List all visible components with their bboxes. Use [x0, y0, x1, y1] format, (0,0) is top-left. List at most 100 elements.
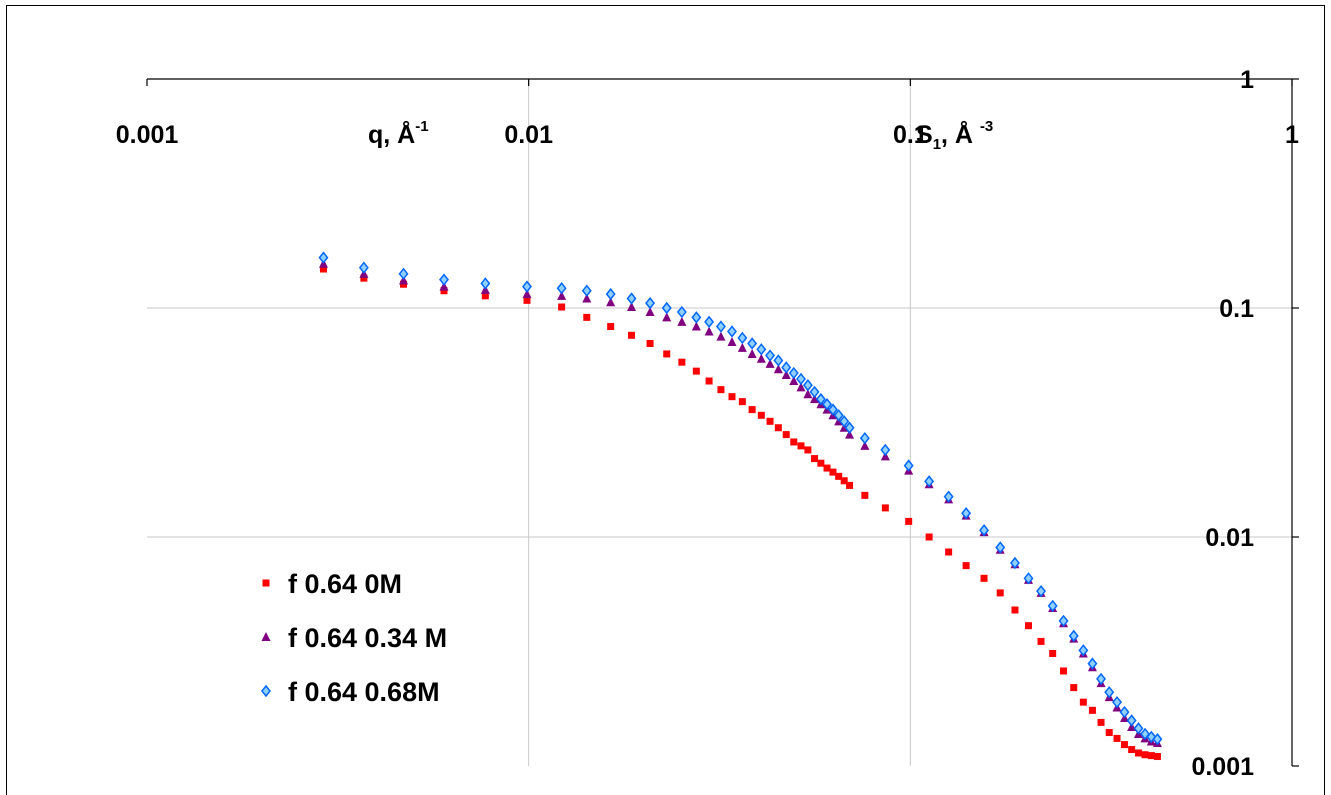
series-2-point-15	[716, 331, 726, 341]
series-3-point-43	[1036, 584, 1046, 598]
series-1-point-16	[728, 393, 736, 401]
series-3-point-53	[1126, 714, 1137, 727]
series-3-point-9	[626, 292, 637, 305]
series-1-point-52	[1120, 741, 1128, 749]
series-3-point-44	[1047, 599, 1058, 613]
series-3-point-41	[1010, 556, 1020, 570]
series-3-point-2	[398, 267, 409, 281]
series-3-point-29	[827, 403, 838, 416]
series-3-point-23	[788, 366, 799, 380]
x-tick-label-1: 0.01	[504, 121, 553, 149]
x-tick-label-2: 0.1	[893, 121, 928, 149]
series-1-point-32	[846, 481, 854, 489]
legend-label-1: f 0.64 0M	[288, 569, 402, 599]
legend-marker-2	[261, 632, 271, 641]
series-3-point-57	[1152, 732, 1163, 746]
series-2-point-5	[522, 289, 532, 299]
y-tick-label-3: 0.001	[1191, 753, 1254, 781]
chart-frame	[6, 5, 1325, 795]
series-1-point-46	[1070, 684, 1078, 692]
series-1-point-19	[757, 411, 765, 419]
series-1-point-47	[1079, 698, 1087, 706]
series-3-point-14	[704, 315, 715, 329]
series-1-point-17	[738, 398, 746, 406]
series-3-point-21	[773, 354, 784, 367]
series-3-point-8	[605, 287, 616, 301]
series-1-point-57	[1153, 753, 1161, 761]
series-1-point-24	[797, 442, 805, 450]
series-3-point-49	[1096, 672, 1107, 686]
series-3-point-31	[839, 415, 850, 428]
series-3-point-47	[1078, 644, 1089, 657]
series-1-point-11	[663, 350, 671, 358]
series-2-point-19	[756, 353, 766, 363]
series-1-point-36	[925, 533, 933, 541]
tick-labels: 0.001 0.01 0.1 1 1 0.1 0.01 0.001	[116, 66, 1299, 781]
series-2-point-22	[781, 369, 791, 379]
series-3-point-40	[995, 541, 1006, 554]
series-1-point-43	[1037, 637, 1045, 645]
series-3-point-25	[802, 379, 813, 392]
series-1-point-42	[1025, 622, 1033, 630]
series-1-point-13	[692, 367, 700, 375]
series-1-point-5	[523, 296, 531, 304]
series-1-point-44	[1049, 649, 1057, 657]
series-2-point-7	[582, 293, 592, 303]
series-1-point-0	[319, 265, 327, 273]
series-2-point-20	[765, 358, 775, 368]
series-3-point-51	[1112, 695, 1122, 709]
series-1-point-37	[945, 548, 953, 556]
series-1-point-4	[481, 292, 489, 300]
series-3-point-37	[943, 490, 954, 503]
series-3-point-7	[581, 284, 592, 297]
series-1-point-31	[840, 477, 848, 485]
series-1-point-35	[905, 517, 913, 525]
series-1-point-55	[1141, 751, 1149, 759]
series-3-point-50	[1104, 686, 1115, 699]
series-3-point-39	[979, 524, 990, 537]
series-3-point-15	[715, 320, 726, 333]
series-2-point-24	[796, 382, 806, 392]
axis-titles: q, Å-1 S1, Å -3	[368, 118, 993, 153]
series-1-point-9	[628, 331, 636, 339]
series-2-point-17	[737, 342, 747, 352]
series-3-point-34	[880, 443, 891, 457]
series-1-point-1	[360, 274, 368, 282]
series-1-point-6	[558, 303, 566, 311]
series-3-point-13	[691, 311, 702, 324]
series-3-point-46	[1068, 629, 1079, 643]
series-3-point-18	[747, 337, 758, 350]
series-2-point-13	[691, 321, 701, 331]
series-1-point-22	[782, 431, 790, 439]
data-marks	[318, 251, 1163, 761]
series-3-point-19	[756, 343, 767, 356]
series-1-point-40	[996, 589, 1004, 597]
series-1-point-38	[962, 562, 970, 570]
series-1-point-12	[678, 358, 686, 366]
series-2-point-26	[810, 394, 820, 404]
series-3-points	[318, 251, 1163, 746]
series-3-point-52	[1119, 705, 1130, 719]
series-2-point-11	[662, 312, 672, 322]
series-1-point-7	[583, 313, 591, 321]
series-1-point-25	[804, 446, 812, 454]
series-2-point-23	[789, 375, 799, 385]
series-2-point-10	[645, 307, 655, 317]
series-3-point-32	[844, 421, 855, 434]
series-1-point-23	[790, 438, 798, 446]
x-axis-title: q, Å-1	[368, 118, 429, 149]
series-3-point-10	[645, 296, 656, 310]
axes	[146, 78, 1299, 767]
series-3-point-22	[781, 361, 792, 374]
series-1-point-56	[1147, 752, 1155, 760]
series-2-point-18	[747, 348, 757, 358]
series-1-point-50	[1105, 729, 1113, 737]
series-1-point-53	[1128, 746, 1136, 754]
series-3-point-33	[859, 432, 870, 445]
series-3-point-35	[903, 459, 914, 472]
series-1-point-34	[881, 504, 889, 512]
series-1-point-33	[861, 491, 869, 499]
series-3-point-45	[1058, 614, 1069, 628]
series-1-point-26	[811, 455, 819, 463]
series-1-point-29	[829, 468, 837, 476]
